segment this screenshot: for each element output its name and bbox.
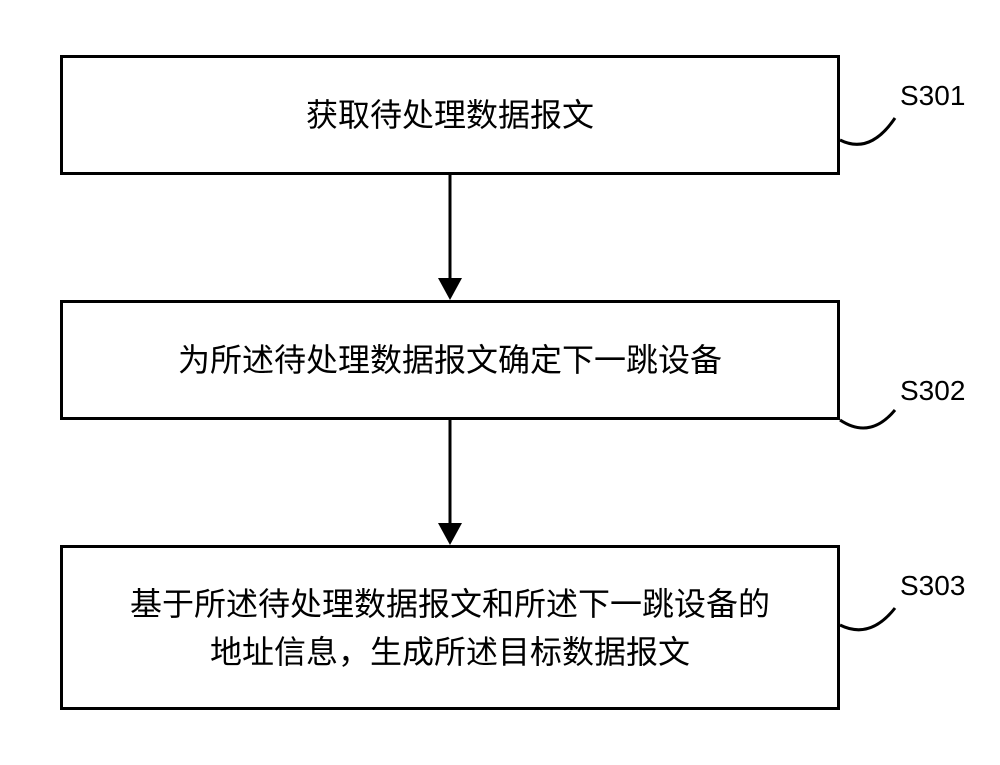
label-curve-3	[0, 0, 1000, 765]
step-label-3: S303	[900, 570, 965, 602]
